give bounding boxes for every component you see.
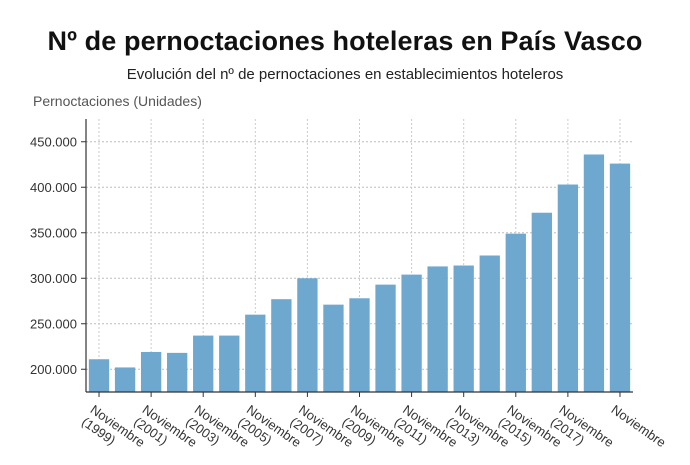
bar	[349, 298, 370, 392]
y-axis-title: Pernoctaciones (Unidades)	[33, 93, 202, 109]
x-tick-label: Noviembre(2013)	[444, 402, 513, 463]
bar	[114, 367, 136, 392]
x-tick-label: Noviembre	[609, 402, 669, 450]
x-tick-label: Noviembre(2017)	[548, 402, 617, 463]
x-tick-label: Noviembre(2001)	[131, 402, 200, 463]
x-tick-label-line: Noviembre	[609, 402, 669, 450]
y-tick-label: 250.000	[30, 316, 77, 331]
bar	[297, 278, 318, 392]
bar	[193, 335, 214, 392]
bar	[505, 233, 526, 392]
y-tick-label: 450.000	[30, 134, 77, 149]
x-tick-label: Noviembre(2015)	[496, 402, 565, 463]
x-tick-label: Noviembre(2011)	[392, 402, 461, 463]
bar	[167, 352, 188, 392]
bar	[375, 284, 396, 392]
x-tick-label: Noviembre(2009)	[339, 402, 408, 463]
chart-subtitle: Evolución del nº de pernoctaciones en es…	[126, 66, 564, 83]
y-tick-label: 400.000	[30, 180, 77, 195]
bar	[609, 163, 631, 392]
bar	[271, 299, 292, 392]
y-tick-labels: 200.000 250.000 300.000 350.000 400.000 450.0…	[30, 134, 77, 377]
y-tick-label: 350.000	[30, 225, 77, 240]
bar	[479, 255, 500, 392]
axes	[81, 119, 633, 397]
bars	[88, 154, 631, 392]
bar	[219, 335, 240, 392]
bar	[453, 265, 474, 392]
bar	[583, 154, 605, 392]
bar	[140, 351, 162, 392]
chart-title: Nº de pernoctaciones hoteleras en País V…	[47, 26, 643, 56]
bar	[245, 314, 266, 392]
x-tick-labels: Noviembre(1999) Noviembre(2001) Noviembre(…	[79, 402, 669, 463]
bar	[531, 212, 552, 392]
bar	[557, 184, 579, 392]
x-tick-label: Noviembre(1999)	[79, 402, 148, 463]
y-tick-label: 300.000	[30, 271, 77, 286]
bar	[427, 266, 448, 392]
bar	[88, 359, 110, 392]
x-tick-label: Noviembre(2007)	[287, 402, 356, 463]
x-tick-label: Noviembre(2005)	[235, 402, 304, 463]
bar	[323, 304, 344, 392]
y-tick-label: 200.000	[30, 362, 77, 377]
bar	[401, 274, 422, 392]
x-tick-label: Noviembre(2003)	[183, 402, 252, 463]
